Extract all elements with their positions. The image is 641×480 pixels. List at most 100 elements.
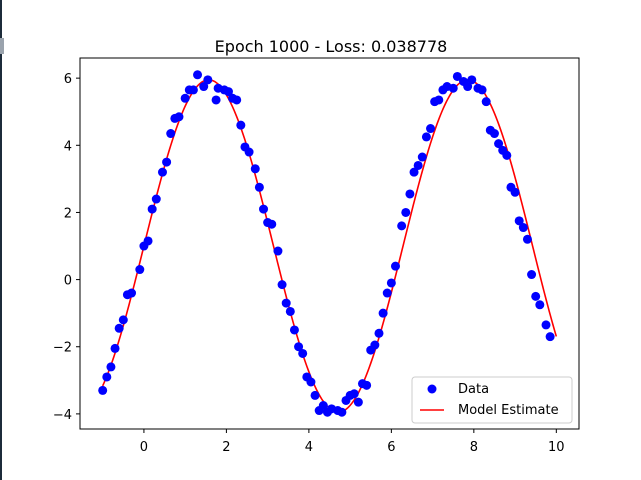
data-point — [405, 189, 415, 199]
data-point — [310, 390, 320, 400]
data-point — [236, 120, 246, 130]
data-point — [545, 332, 555, 342]
data-point — [378, 308, 388, 318]
data-point — [518, 223, 528, 233]
legend-model-label: Model Estimate — [458, 403, 559, 418]
data-point — [259, 204, 269, 214]
y-tick-label: 4 — [64, 139, 72, 154]
data-point — [535, 300, 545, 310]
data-point — [514, 216, 524, 226]
data-point — [199, 82, 209, 92]
data-point — [362, 380, 372, 390]
x-tick-label: 4 — [305, 440, 313, 455]
data-point — [413, 160, 423, 170]
y-tick-label: −4 — [53, 408, 72, 423]
data-point — [273, 246, 283, 256]
data-point — [421, 132, 431, 142]
data-point — [502, 150, 512, 160]
data-point — [489, 129, 499, 139]
data-point — [281, 298, 291, 308]
data-point — [211, 95, 221, 105]
data-point — [298, 348, 308, 358]
data-point — [434, 95, 444, 105]
data-point — [151, 194, 161, 204]
data-point — [294, 342, 304, 352]
data-point — [467, 75, 477, 85]
data-point — [349, 389, 359, 399]
data-point — [135, 265, 145, 275]
window-edge-marker — [0, 38, 4, 54]
data-point — [203, 75, 213, 85]
x-tick-label: 0 — [140, 440, 148, 455]
data-point — [522, 234, 532, 244]
x-tick-label: 6 — [387, 440, 395, 455]
data-point — [267, 219, 277, 229]
x-tick-label: 10 — [548, 440, 565, 455]
y-tick-label: 2 — [64, 206, 72, 221]
legend-data-label: Data — [458, 382, 489, 397]
data-point — [285, 306, 295, 316]
legend: Data Model Estimate — [411, 376, 573, 424]
data-point — [157, 167, 167, 177]
data-point — [374, 328, 384, 338]
legend-data-marker — [427, 384, 437, 394]
data-point — [390, 261, 400, 271]
data-point — [244, 147, 254, 157]
data-point — [494, 139, 504, 149]
data-layer — [98, 70, 555, 417]
data-point — [531, 291, 541, 301]
data-point — [477, 85, 487, 95]
data-point — [541, 320, 551, 330]
data-point — [397, 221, 407, 231]
data-point — [127, 288, 137, 298]
data-point — [110, 343, 120, 353]
data-point — [337, 407, 347, 417]
data-point — [382, 288, 392, 298]
data-point — [250, 164, 260, 174]
data-point — [277, 280, 287, 290]
y-tick-label: −2 — [53, 341, 72, 356]
data-point — [180, 93, 190, 103]
data-point — [409, 167, 419, 177]
data-point — [401, 207, 411, 217]
data-point — [306, 377, 316, 387]
data-point — [114, 323, 124, 333]
y-tick-label: 0 — [64, 274, 72, 289]
data-point — [426, 124, 436, 134]
x-axis: 0 2 4 6 8 10 — [140, 429, 565, 455]
x-tick-label: 8 — [470, 440, 478, 455]
data-point — [463, 82, 473, 92]
plot-area — [80, 58, 579, 429]
data-point — [147, 204, 157, 214]
data-point — [188, 85, 198, 95]
data-point — [143, 236, 153, 246]
data-point — [386, 278, 396, 288]
data-point — [448, 83, 458, 93]
data-point — [254, 182, 264, 192]
data-point — [166, 129, 176, 139]
data-point — [289, 325, 299, 335]
data-point — [527, 270, 537, 280]
plot-frame — [79, 57, 580, 430]
data-point — [223, 87, 233, 97]
window-edge — [0, 0, 2, 480]
data-point — [232, 95, 242, 105]
x-tick-label: 2 — [222, 440, 230, 455]
data-point — [162, 157, 172, 167]
data-point — [417, 152, 427, 162]
data-point — [174, 112, 184, 122]
data-point — [102, 372, 112, 382]
data-point — [118, 315, 128, 325]
y-axis: −4 −2 0 2 4 6 — [53, 72, 80, 423]
legend-box — [411, 376, 573, 424]
data-point — [510, 187, 520, 197]
data-point — [106, 362, 116, 372]
data-point — [370, 340, 380, 350]
data-point — [193, 70, 203, 80]
chart-title: Epoch 1000 - Loss: 0.038778 — [215, 37, 448, 56]
data-point — [98, 385, 108, 395]
data-point — [353, 397, 363, 407]
data-point — [481, 97, 491, 107]
data-point — [318, 401, 328, 410]
